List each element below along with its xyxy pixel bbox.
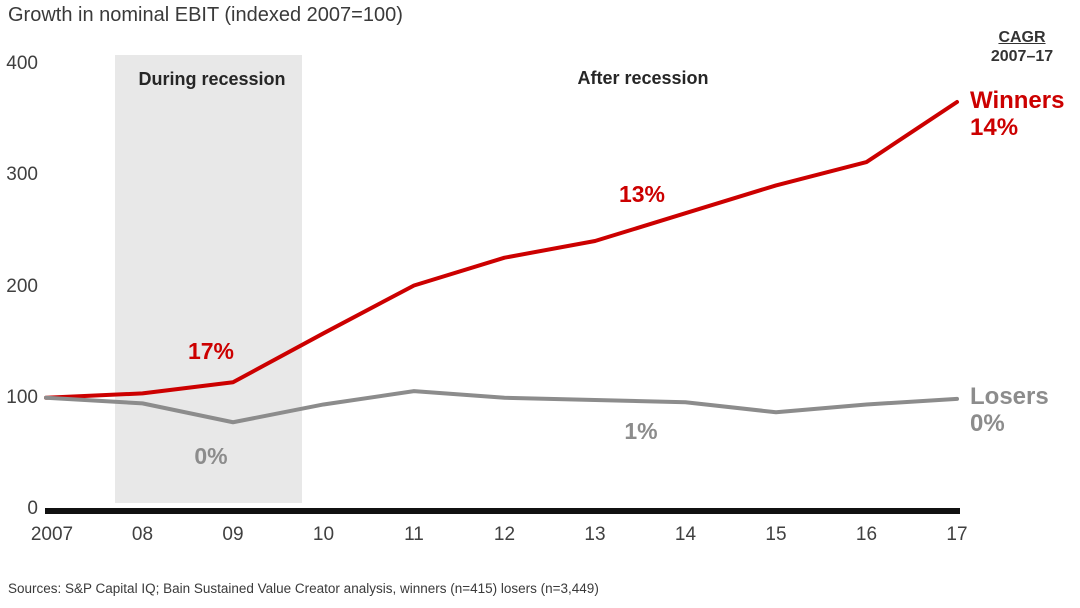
during-recession-label: During recession [138, 69, 286, 89]
cagr-header-period: 2007–17 [990, 48, 1054, 65]
recession-band [115, 55, 302, 503]
chart-title: Growth in nominal EBIT (indexed 2007=100… [8, 4, 403, 26]
x-axis-tick-label: 13 [584, 524, 606, 545]
y-axis-tick-label: 200 [6, 275, 38, 297]
y-axis-tick-label: 300 [6, 164, 38, 186]
winners-series-name: Winners [970, 87, 1065, 114]
winners-post-recession-cagr-annotation: 13% [618, 181, 666, 207]
x-axis-tick-label: 09 [222, 524, 244, 545]
cagr-header-title: CAGR [998, 29, 1046, 46]
x-axis-tick-label: 17 [946, 524, 968, 545]
x-axis-tick-label: 16 [855, 524, 878, 545]
x-axis-tick-label: 14 [674, 524, 697, 545]
x-axis-tick-label: 10 [312, 524, 335, 545]
winners-series-cagr: 14% [970, 114, 1019, 141]
x-axis-tick-label: 11 [404, 524, 424, 545]
winners-series-label: Winners 14% [970, 87, 1064, 141]
losers-series-name: Losers [970, 383, 1049, 410]
losers-post-recession-cagr-annotation: 1% [624, 418, 658, 444]
y-axis-tick-label: 400 [6, 53, 38, 75]
x-axis-tick-label: 2007 [30, 524, 74, 545]
y-axis-tick-label: 0 [27, 498, 38, 519]
after-recession-label: After recession [577, 68, 709, 88]
losers-recession-cagr-annotation: 0% [194, 443, 228, 469]
x-axis-line [45, 508, 960, 514]
winners-recession-cagr-annotation: 17% [187, 338, 235, 364]
losers-series-label: Losers 0% [970, 383, 1049, 437]
x-axis-tick-label: 15 [765, 524, 787, 545]
y-axis-tick-label: 100 [6, 386, 38, 408]
x-axis-tick-label: 08 [131, 524, 154, 545]
source-note: Sources: S&P Capital IQ; Bain Sustained … [8, 581, 599, 596]
cagr-header: CAGR 2007–17 [991, 28, 1053, 66]
x-axis-tick-label: 12 [493, 524, 516, 545]
losers-series-cagr: 0% [970, 410, 1005, 437]
